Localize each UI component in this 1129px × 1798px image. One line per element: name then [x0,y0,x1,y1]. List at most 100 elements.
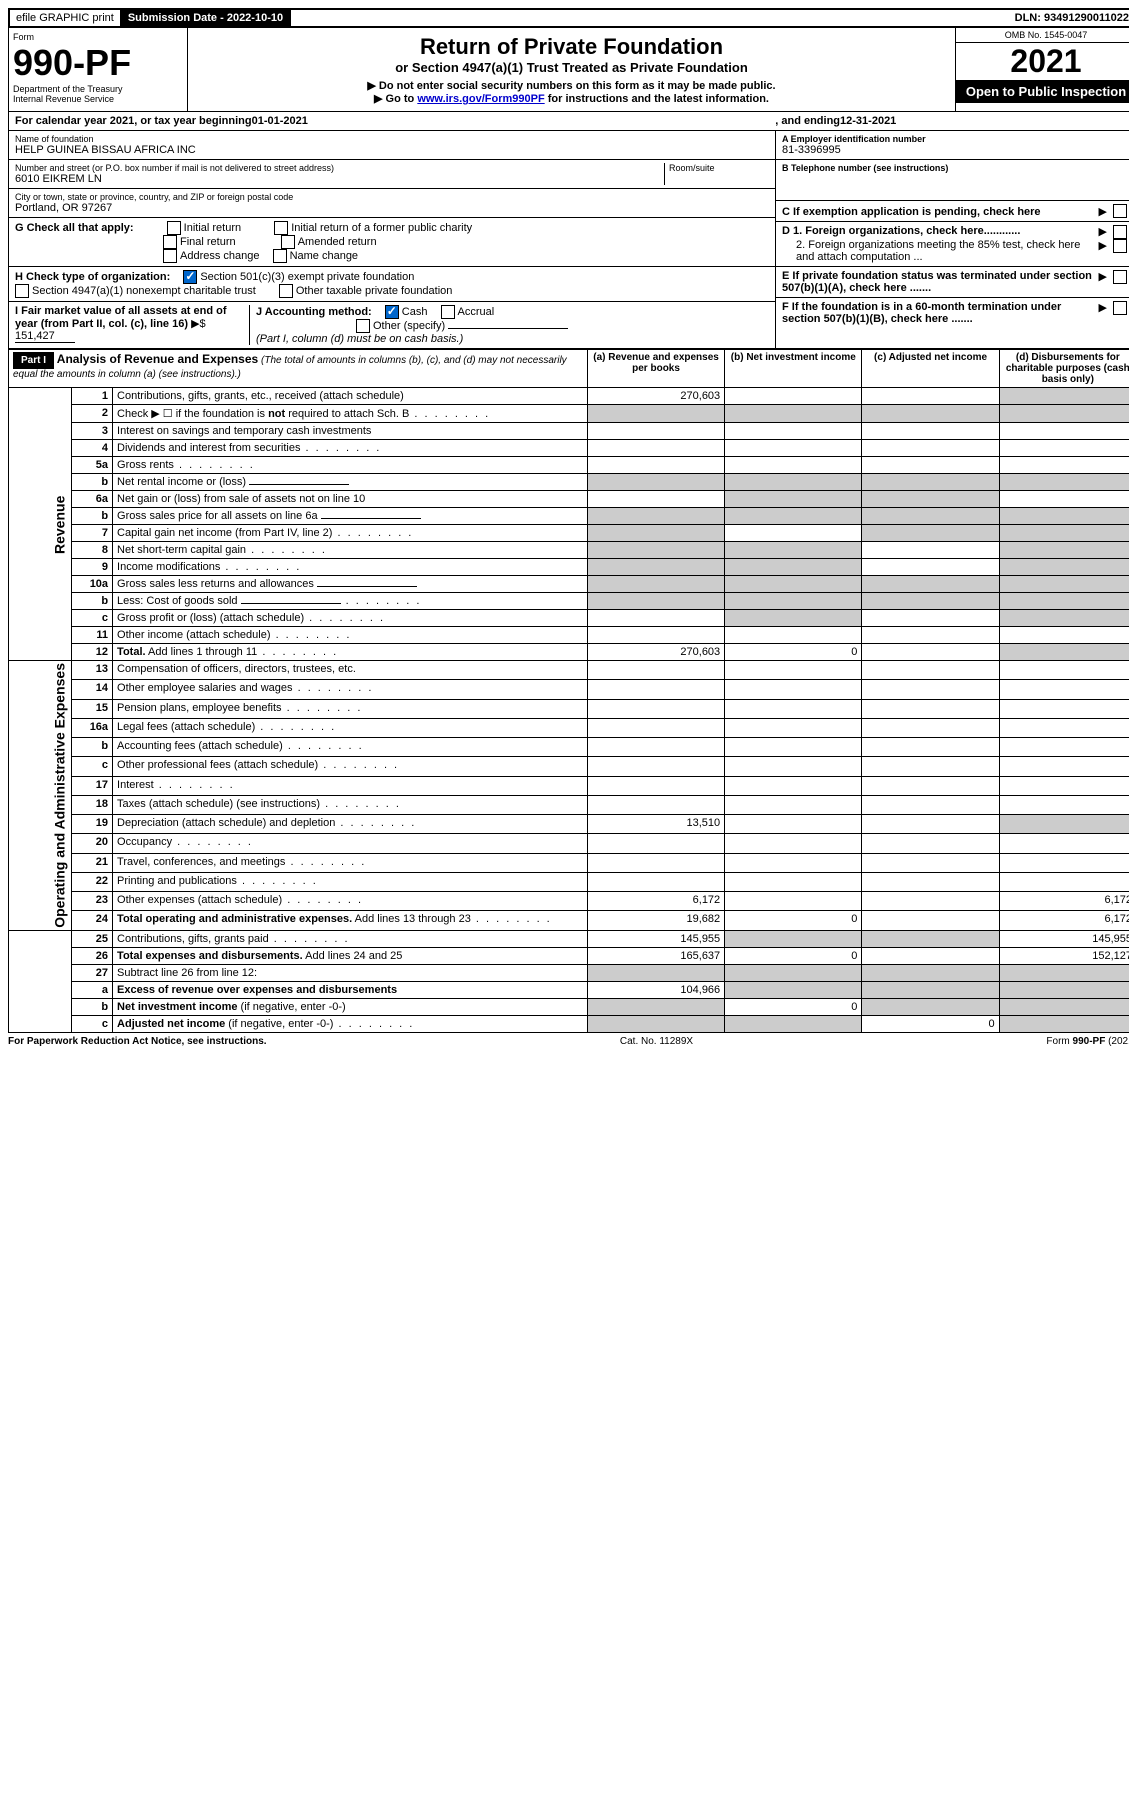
row-desc: Gross sales less returns and allowances [113,576,588,593]
chk-initial-former[interactable] [274,221,288,235]
cell-b [725,474,862,491]
cell-b: 0 [725,998,862,1015]
cell-d [999,776,1129,795]
row-num: b [72,474,113,491]
h-o1: Section 501(c)(3) exempt private foundat… [200,271,414,283]
row-num: b [72,998,113,1015]
chk-c[interactable] [1113,204,1127,218]
revenue-label: Revenue [9,388,72,661]
form-header: Form 990-PF Department of the Treasury I… [8,28,1129,112]
cell-b [725,661,862,680]
chk-final[interactable] [163,235,177,249]
chk-amended[interactable] [281,235,295,249]
row-desc: Capital gain net income (from Part IV, l… [113,525,588,542]
row-desc: Check ▶ ☐ if the foundation is not requi… [113,405,588,423]
cell-a [587,457,724,474]
cell-a [587,610,724,627]
cell-d [999,423,1129,440]
g-o4: Initial return of a former public charit… [291,222,472,234]
cell-b [725,699,862,718]
chk-other-acct[interactable] [356,319,370,333]
cell-c [862,680,999,699]
cell-c [862,542,999,559]
chk-d1[interactable] [1113,225,1127,239]
chk-initial[interactable] [167,221,181,235]
row-desc: Legal fees (attach schedule) [113,718,588,737]
cell-a [587,872,724,891]
cell-a [587,559,724,576]
row-desc: Total operating and administrative expen… [113,911,588,930]
part1-label: Part I [13,352,54,369]
cell-b [725,508,862,525]
row-desc: Gross sales price for all assets on line… [113,508,588,525]
omb: OMB No. 1545-0047 [956,28,1129,43]
row-desc: Travel, conferences, and meetings [113,853,588,872]
cell-c [862,388,999,405]
calendar-year-row: For calendar year 2021, or tax year begi… [8,112,1129,131]
cell-c [862,593,999,610]
cell-a: 104,966 [587,981,724,998]
city-value: Portland, OR 97267 [15,202,769,214]
chk-f[interactable] [1113,301,1127,315]
row-desc: Less: Cost of goods sold [113,593,588,610]
section-g: G Check all that apply: Initial return I… [9,218,775,267]
cell-d [999,1015,1129,1032]
cell-d [999,644,1129,661]
row-num: 11 [72,627,113,644]
j-label: J Accounting method: [256,306,372,318]
row-desc: Taxes (attach schedule) (see instruction… [113,795,588,814]
cell-c [862,776,999,795]
cell-d [999,610,1129,627]
row-desc: Accounting fees (attach schedule) [113,738,588,757]
cell-c [862,815,999,834]
efile-label[interactable]: efile GRAPHIC print [10,10,122,26]
cell-b [725,559,862,576]
cell-a [587,699,724,718]
form-label: Form [13,32,183,42]
chk-address[interactable] [163,249,177,263]
chk-e[interactable] [1113,270,1127,284]
row-num: 5a [72,457,113,474]
g-label: G Check all that apply: [15,222,134,234]
cell-a [587,627,724,644]
row-desc: Compensation of officers, directors, tru… [113,661,588,680]
chk-other-tax[interactable] [279,284,293,298]
cell-d [999,815,1129,834]
cell-a [587,525,724,542]
cell-b [725,834,862,853]
form-title: Return of Private Foundation [194,34,949,60]
row-desc: Occupancy [113,834,588,853]
cell-b [725,440,862,457]
row-num: 24 [72,911,113,930]
col-a-hdr: (a) Revenue and expenses per books [587,350,724,388]
row-desc: Total. Add lines 1 through 11 [113,644,588,661]
submission-date: Submission Date - 2022-10-10 [122,10,291,26]
cell-c [862,699,999,718]
cell-d [999,718,1129,737]
cell-d [999,627,1129,644]
cell-d [999,388,1129,405]
cell-a: 270,603 [587,644,724,661]
cell-b [725,853,862,872]
chk-501c3[interactable] [183,270,197,284]
cell-a [587,423,724,440]
cell-c [862,440,999,457]
entity-info: Name of foundation HELP GUINEA BISSAU AF… [8,131,1129,349]
chk-4947[interactable] [15,284,29,298]
cell-c [862,525,999,542]
cal-mid: , and ending [775,115,840,127]
j-o1: Cash [402,306,428,318]
cell-d [999,491,1129,508]
row-desc: Excess of revenue over expenses and disb… [113,981,588,998]
row-desc: Subtract line 26 from line 12: [113,964,588,981]
chk-name[interactable] [273,249,287,263]
cell-b [725,738,862,757]
cell-b [725,680,862,699]
irs-label: Internal Revenue Service [13,94,183,104]
chk-cash[interactable] [385,305,399,319]
form-link[interactable]: www.irs.gov/Form990PF [417,93,544,105]
chk-d2[interactable] [1113,239,1127,253]
cell-b [725,627,862,644]
chk-accrual[interactable] [441,305,455,319]
cell-b [725,892,862,911]
